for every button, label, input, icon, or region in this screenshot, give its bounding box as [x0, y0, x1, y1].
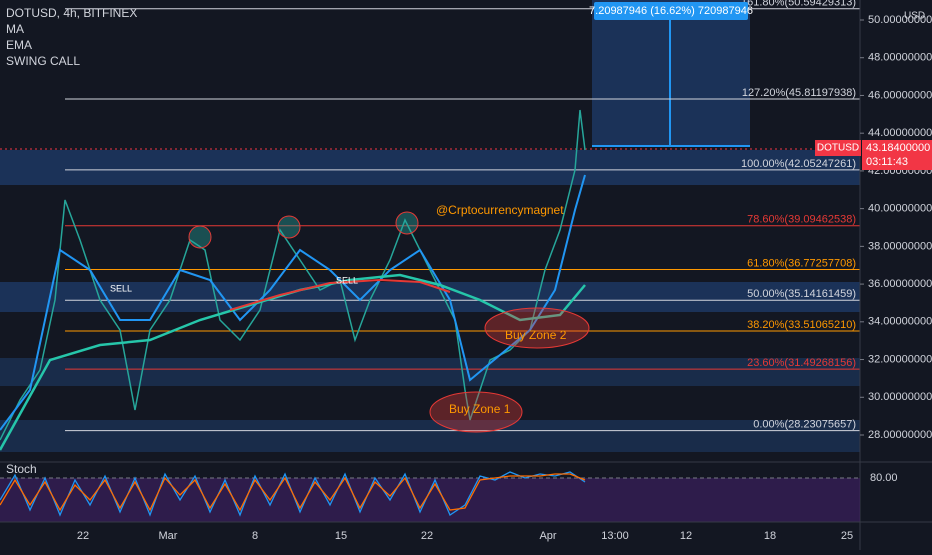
symbol-tag-bg	[815, 140, 861, 156]
price-tick-label: 30.00000000	[868, 391, 932, 403]
countdown: 03:11:43	[866, 156, 908, 168]
stoch-d	[0, 473, 586, 512]
fib-label: 0.00%(28.23075657)	[753, 419, 856, 431]
price-tick-label: 36.00000000	[868, 278, 932, 290]
sell-label: SELL	[336, 275, 358, 285]
price-tick-label: 28.00000000	[868, 429, 932, 441]
time-label: 22	[421, 530, 433, 542]
price-tag: 43.18400000	[866, 142, 930, 154]
indicator: SWING CALL	[6, 54, 80, 68]
time-label: 13:00	[601, 530, 629, 542]
measure-label-bg	[594, 2, 748, 20]
buy-zone-2	[484, 307, 590, 349]
time-label: 25	[841, 530, 853, 542]
swing-circle	[188, 225, 212, 249]
zone-label: Buy Zone 1	[449, 402, 511, 416]
fib-label: 23.60%(31.49268156)	[747, 357, 856, 369]
zone-label: Buy Zone 2	[505, 328, 567, 342]
symbol-tag: DOTUSD	[817, 143, 859, 154]
fib-label: 61.80%(36.77257708)	[747, 257, 856, 269]
ema-line	[0, 174, 586, 431]
indicator: MA	[6, 22, 24, 36]
price-tick-label: 40.00000000	[868, 203, 932, 215]
price-tick-label: 48.00000000	[868, 52, 932, 64]
price-tick-label: 34.00000000	[868, 316, 932, 328]
fib-label: 38.20%(33.51065210)	[747, 319, 856, 331]
stoch-title: Stoch	[6, 462, 37, 476]
time-label: 18	[764, 530, 776, 542]
zone	[0, 282, 860, 312]
fib-label: 161.80%(50.59429313)	[741, 0, 856, 9]
stoch-tick: 80.00	[870, 472, 898, 484]
time-label: 12	[680, 530, 692, 542]
measure-label: 7.20987946 (16.62%) 720987946	[589, 5, 753, 17]
price-tick-label: 46.00000000	[868, 89, 932, 101]
fib-label: 127.20%(45.81197938)	[742, 87, 856, 99]
price-tag-bg	[862, 140, 932, 170]
time-label: Apr	[539, 530, 556, 542]
time-label: 22	[77, 530, 89, 542]
swing-circle	[395, 211, 419, 235]
zone	[0, 420, 860, 452]
time-label: 8	[252, 530, 258, 542]
price-tick-label: 32.00000000	[868, 353, 932, 365]
stoch-band	[0, 478, 860, 522]
price-tick-label: 38.00000000	[868, 240, 932, 252]
watermark: @Crptocurrencymagnet	[436, 203, 564, 217]
price-tick-label: 44.00000000	[868, 127, 932, 139]
price-path	[0, 109, 586, 441]
fib-label: 100.00%(42.05247261)	[741, 158, 856, 170]
sell-label: SELL	[110, 283, 132, 293]
fib-label: 78.60%(39.09462538)	[747, 214, 856, 226]
buy-zone-1	[429, 391, 523, 433]
symbol: DOTUSD, 4h, BITFINEX	[6, 6, 137, 20]
unit: USD	[904, 11, 925, 22]
time-label: Mar	[159, 530, 178, 542]
fib-label: 50.00%(35.14161459)	[747, 288, 856, 300]
swing-circle	[277, 215, 301, 239]
time-label: 15	[335, 530, 347, 542]
ma-line-red	[229, 278, 451, 311]
zone	[0, 150, 860, 185]
price-tick-label: 50.00000000	[868, 14, 932, 26]
indicator: EMA	[6, 38, 32, 52]
